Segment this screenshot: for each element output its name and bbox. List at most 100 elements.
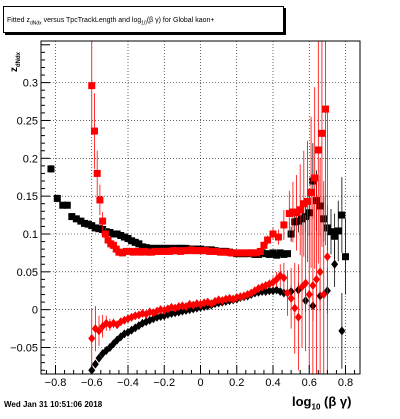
data-point	[274, 233, 282, 241]
chart-title: Fitted zdNdx versus TpcTrackLength and l…	[3, 6, 284, 33]
y-tick-label: 0.15	[17, 191, 38, 203]
x-axis-title: log10 (β γ)	[292, 394, 352, 412]
data-point	[63, 201, 71, 209]
data-point	[59, 201, 67, 209]
data-point	[198, 247, 206, 255]
data-point	[101, 230, 109, 238]
data-point	[110, 230, 117, 238]
data-point	[316, 267, 324, 277]
data-point	[155, 247, 163, 255]
data-point	[291, 218, 299, 226]
data-point	[280, 221, 288, 229]
x-tick-label: 0.6	[302, 377, 317, 389]
x-tick-label: 0.4	[265, 377, 280, 389]
data-point	[95, 353, 103, 363]
data-point	[148, 248, 156, 256]
data-point	[285, 210, 293, 218]
data-point	[303, 197, 311, 205]
data-point	[206, 247, 214, 255]
data-point	[273, 251, 281, 259]
x-tick-label: 0	[197, 377, 203, 389]
data-point	[135, 240, 143, 248]
data-point	[322, 105, 330, 113]
data-point	[128, 237, 136, 245]
data-point	[90, 127, 98, 135]
x-tick-label: 0.8	[338, 377, 353, 389]
data-layer	[47, 41, 349, 374]
data-point	[331, 259, 339, 269]
data-point	[77, 217, 85, 225]
data-point	[265, 286, 273, 296]
data-point	[280, 250, 288, 258]
data-point	[142, 244, 150, 252]
data-point	[269, 230, 277, 238]
data-point	[122, 247, 130, 255]
y-tick-label: 0.1	[23, 229, 38, 241]
data-point	[256, 247, 264, 255]
data-point	[146, 244, 154, 252]
data-point	[151, 247, 159, 255]
data-point	[300, 200, 308, 208]
y-tick-label: 0.25	[17, 115, 38, 127]
data-point	[296, 206, 304, 214]
data-point	[318, 129, 326, 137]
data-point	[184, 247, 192, 255]
y-tick-label: −0.05	[10, 343, 38, 355]
x-tick-label: −0.4	[117, 377, 139, 389]
data-point	[195, 247, 203, 255]
data-point	[166, 247, 174, 255]
data-point	[124, 235, 132, 243]
data-point	[140, 247, 148, 255]
data-point	[276, 249, 284, 257]
data-point	[180, 247, 188, 255]
data-point	[264, 236, 272, 244]
data-point	[227, 249, 235, 257]
data-point	[99, 217, 107, 225]
data-point	[327, 228, 335, 236]
data-point	[245, 249, 253, 257]
data-point	[334, 227, 342, 235]
data-point	[93, 169, 101, 177]
data-point	[287, 230, 295, 238]
data-point	[95, 225, 103, 233]
data-point	[253, 249, 261, 257]
data-point	[323, 252, 331, 262]
data-point	[293, 209, 301, 217]
data-point	[309, 280, 317, 290]
data-point	[342, 253, 349, 261]
data-point	[307, 188, 315, 196]
data-point	[95, 326, 103, 336]
data-point	[133, 247, 141, 255]
series-3	[88, 105, 331, 374]
data-point	[242, 249, 250, 257]
data-point	[284, 250, 291, 258]
data-point	[216, 248, 224, 256]
data-point	[91, 359, 99, 369]
data-point	[117, 232, 125, 240]
data-point	[129, 248, 137, 256]
timestamp-footer: Wed Jan 31 10:51:06 2018	[4, 400, 103, 409]
y-tick-label: 0	[32, 305, 38, 317]
data-point	[72, 215, 80, 223]
data-point	[88, 333, 96, 343]
data-point	[120, 233, 128, 241]
data-point	[298, 215, 306, 223]
data-point	[331, 232, 339, 240]
data-point	[213, 247, 221, 255]
data-point	[88, 222, 96, 230]
data-point	[305, 209, 313, 217]
data-point	[169, 247, 177, 255]
data-point	[231, 249, 239, 257]
data-point	[260, 241, 268, 249]
data-point	[144, 248, 152, 256]
data-point	[289, 208, 297, 216]
data-point	[53, 194, 61, 202]
y-tick-label: 0.2	[23, 153, 38, 165]
data-point	[131, 238, 139, 246]
data-point	[91, 224, 99, 232]
data-point	[280, 273, 288, 283]
data-point	[96, 196, 104, 204]
data-point	[139, 243, 146, 251]
